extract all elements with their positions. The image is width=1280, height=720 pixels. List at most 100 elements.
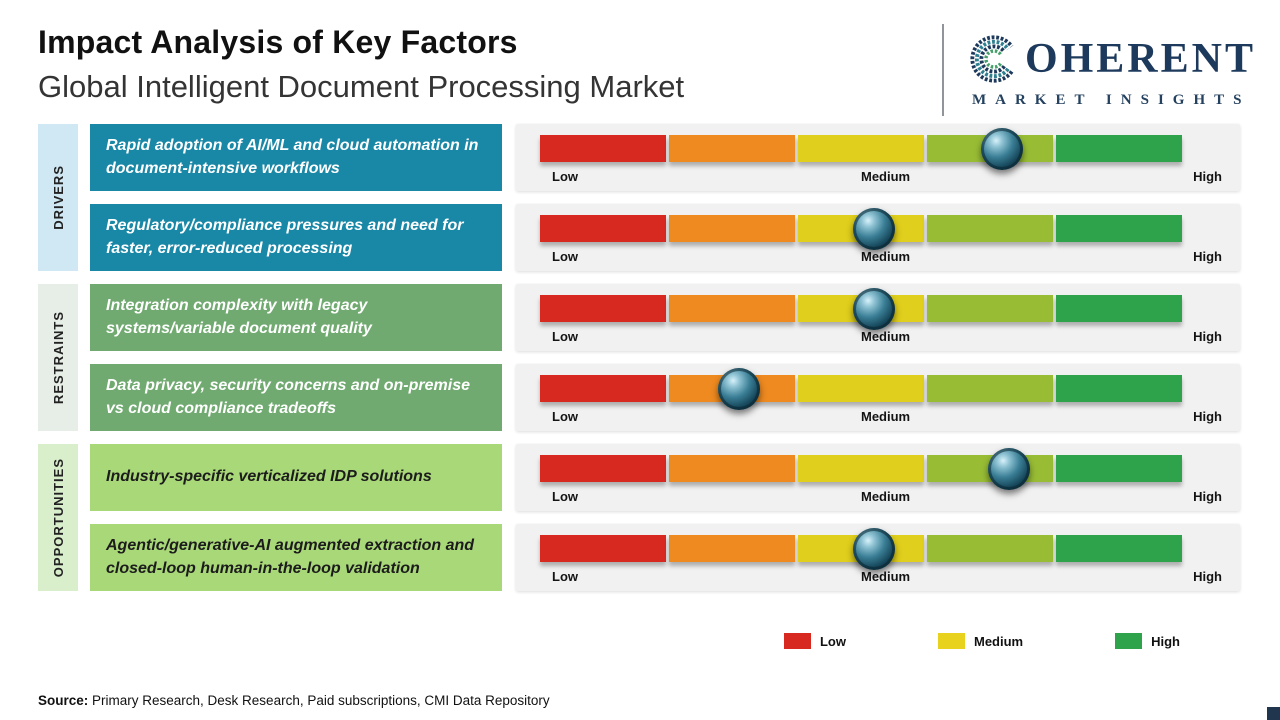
scale-segment-4 <box>927 295 1053 322</box>
legend-item-high: High <box>1115 633 1180 649</box>
scale-labels: Low Medium High <box>540 169 1222 184</box>
scale-label-low: Low <box>552 329 578 344</box>
factor-box-driver-2: Regulatory/compliance pressures and need… <box>90 204 502 271</box>
scale-label-low: Low <box>552 569 578 584</box>
legend-item-medium: Medium <box>937 633 1024 649</box>
scale-label-low: Low <box>552 489 578 504</box>
legend-label-low: Low <box>819 633 846 649</box>
scale-labels: Low Medium High <box>540 249 1222 264</box>
scale-segment-1 <box>540 295 666 322</box>
source-text: Primary Research, Desk Research, Paid su… <box>88 693 550 708</box>
coherent-logo: OHERENT MARKET INSIGHTS <box>941 24 1258 116</box>
source-line: Source: Primary Research, Desk Research,… <box>38 693 550 708</box>
factor-text: Rapid adoption of AI/ML and cloud automa… <box>106 137 479 177</box>
scale-labels: Low Medium High <box>540 489 1222 504</box>
impact-knob[interactable] <box>718 367 761 410</box>
scale-segment-1 <box>540 535 666 562</box>
page-title: Impact Analysis of Key Factors <box>38 24 518 60</box>
scale-segment-5 <box>1056 455 1182 482</box>
impact-analysis-grid: DRIVERS RESTRAINTS OPPORTUNITIES Rapid a… <box>38 124 1240 591</box>
factor-box-opportunity-1: Industry-specific verticalized IDP solut… <box>90 444 502 511</box>
scale-segment-5 <box>1056 375 1182 402</box>
scale-label-high: High <box>1193 249 1222 264</box>
impact-knob[interactable] <box>987 447 1030 490</box>
impact-knob[interactable] <box>852 207 895 250</box>
factor-box-restraint-1: Integration complexity with legacy syste… <box>90 284 502 351</box>
impact-knob[interactable] <box>852 527 895 570</box>
scale-label-medium: Medium <box>860 409 911 424</box>
logo-tagline: MARKET INSIGHTS <box>971 92 1251 108</box>
scale-segment-2 <box>669 295 795 322</box>
legend-swatch-low <box>783 633 811 649</box>
legend-label-high: High <box>1151 633 1180 649</box>
scale-segment-4 <box>927 215 1053 242</box>
legend-item-low: Low <box>783 633 846 649</box>
category-strip-opportunities: OPPORTUNITIES <box>38 444 78 591</box>
corner-decoration <box>1267 707 1280 720</box>
scale-segment-1 <box>540 135 666 162</box>
factor-box-opportunity-2: Agentic/generative-AI augmented extracti… <box>90 524 502 591</box>
scale-segment-4 <box>927 535 1053 562</box>
scale-labels: Low Medium High <box>540 409 1222 424</box>
factor-text: Data privacy, security concerns and on-p… <box>106 377 470 417</box>
scale-label-low: Low <box>552 169 578 184</box>
impact-scale-bar <box>540 135 1182 162</box>
impact-slider-row: Low Medium High <box>516 364 1240 431</box>
impact-scale-bar <box>540 295 1182 322</box>
category-strip-restraints: RESTRAINTS <box>38 284 78 431</box>
impact-knob[interactable] <box>852 287 895 330</box>
scale-label-high: High <box>1193 489 1222 504</box>
scale-label-low: Low <box>552 249 578 264</box>
scale-segment-3 <box>798 135 924 162</box>
scale-label-high: High <box>1193 569 1222 584</box>
scale-segment-5 <box>1056 215 1182 242</box>
factor-text: Regulatory/compliance pressures and need… <box>106 217 464 257</box>
scale-label-medium: Medium <box>860 569 911 584</box>
category-column: DRIVERS RESTRAINTS OPPORTUNITIES <box>38 124 78 591</box>
factor-column: Rapid adoption of AI/ML and cloud automa… <box>90 124 502 591</box>
scale-label-high: High <box>1193 329 1222 344</box>
factor-text: Agentic/generative-AI augmented extracti… <box>106 537 475 577</box>
header: Impact Analysis of Key Factors Global In… <box>0 0 1280 118</box>
legend-swatch-medium <box>937 633 965 649</box>
titles: Impact Analysis of Key Factors Global In… <box>38 24 684 105</box>
scale-segment-5 <box>1056 295 1182 322</box>
impact-scale-bar <box>540 375 1182 402</box>
scale-label-medium: Medium <box>860 329 911 344</box>
logo-wordmark: OHERENT <box>966 31 1256 87</box>
scale-segment-2 <box>669 215 795 242</box>
impact-scale-bar <box>540 455 1182 482</box>
scale-segment-2 <box>669 135 795 162</box>
scale-label-medium: Medium <box>860 489 911 504</box>
slider-column: Low Medium High Low Medium High <box>516 124 1240 591</box>
scale-label-high: High <box>1193 169 1222 184</box>
scale-segment-3 <box>798 375 924 402</box>
scale-labels: Low Medium High <box>540 569 1222 584</box>
factor-box-driver-1: Rapid adoption of AI/ML and cloud automa… <box>90 124 502 191</box>
category-strip-drivers: DRIVERS <box>38 124 78 271</box>
coherent-logo-c-icon <box>966 31 1025 87</box>
scale-label-low: Low <box>552 409 578 424</box>
legend-label-medium: Medium <box>973 633 1024 649</box>
scale-segment-4 <box>927 375 1053 402</box>
category-label-opportunities: OPPORTUNITIES <box>50 457 66 578</box>
category-label-restraints: RESTRAINTS <box>50 310 66 405</box>
factor-box-restraint-2: Data privacy, security concerns and on-p… <box>90 364 502 431</box>
scale-segment-1 <box>540 375 666 402</box>
impact-slider-row: Low Medium High <box>516 124 1240 191</box>
scale-label-medium: Medium <box>860 249 911 264</box>
scale-segment-2 <box>669 535 795 562</box>
legend: Low Medium High <box>0 633 1280 649</box>
impact-slider-row: Low Medium High <box>516 204 1240 271</box>
scale-label-medium: Medium <box>860 169 911 184</box>
impact-knob[interactable] <box>981 127 1024 170</box>
impact-slider-row: Low Medium High <box>516 444 1240 511</box>
scale-segment-3 <box>798 455 924 482</box>
factor-text: Industry-specific verticalized IDP solut… <box>106 468 432 486</box>
scale-label-high: High <box>1193 409 1222 424</box>
factor-text: Integration complexity with legacy syste… <box>106 297 372 337</box>
source-label: Source: <box>38 693 89 708</box>
scale-segment-5 <box>1056 135 1182 162</box>
page-subtitle: Global Intelligent Document Processing M… <box>38 69 685 104</box>
